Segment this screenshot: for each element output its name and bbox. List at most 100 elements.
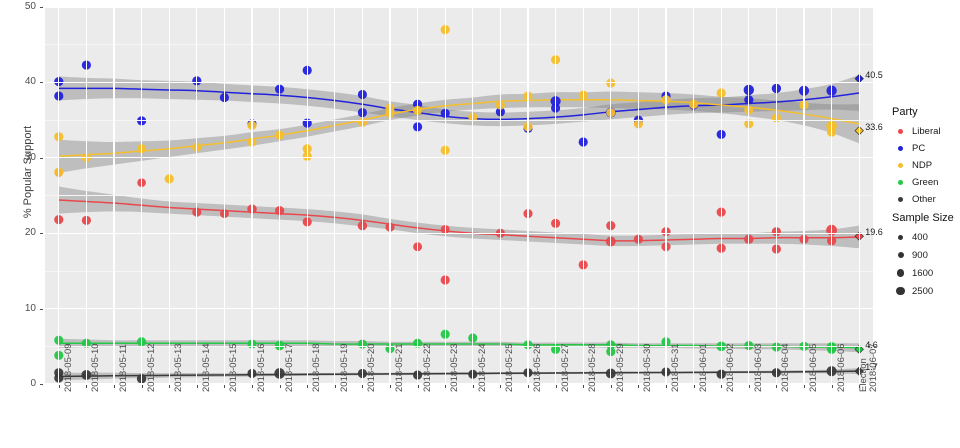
x-tick-mark <box>776 385 778 388</box>
grid-line-v <box>223 7 226 384</box>
grid-line-h-minor <box>45 44 873 46</box>
legend-title-party: Party <box>892 106 918 118</box>
end-label-green: 4.6 <box>865 340 878 351</box>
grid-line-h <box>45 383 873 384</box>
x-tick-mark <box>362 385 364 388</box>
legend-color-dot <box>898 162 903 168</box>
grid-line-h <box>45 232 873 234</box>
x-tick-label: 2018-05-12 <box>145 343 157 392</box>
x-tick-mark <box>666 385 667 388</box>
x-tick-mark <box>472 385 474 388</box>
grid-line-v <box>830 7 833 384</box>
y-tick-mark <box>40 7 43 8</box>
legend-item-green[interactable]: Green <box>892 175 938 189</box>
legend-size-label: 1600 <box>912 267 934 279</box>
x-tick-label: 2018-05-15 <box>228 343 240 392</box>
legend-swatch-icon <box>892 124 909 138</box>
confidence-ribbon-green <box>58 338 860 353</box>
legend-color-dot <box>898 128 903 134</box>
ribbon-area <box>58 74 860 127</box>
legend-item-size-1600[interactable]: 1600 <box>892 266 933 280</box>
y-tick-label: 20 <box>24 227 36 239</box>
legend-item-size-900[interactable]: 900 <box>892 248 928 262</box>
legend-swatch-icon <box>892 192 909 206</box>
x-tick-label: 2018-05-21 <box>394 343 405 392</box>
grid-line-v <box>113 7 115 384</box>
legend-color-dot <box>898 196 903 202</box>
x-tick-label: 2018-05-11 <box>118 344 129 392</box>
grid-line-v <box>527 7 529 384</box>
legend-item-liberal[interactable]: Liberal <box>892 124 941 138</box>
y-tick-label: 30 <box>24 151 36 163</box>
x-tick-mark <box>252 385 253 388</box>
grid-line-v <box>720 7 722 384</box>
grid-line-h <box>45 7 873 8</box>
ribbon-area <box>58 338 860 353</box>
legend-item-ndp[interactable]: NDP <box>892 158 932 172</box>
grid-line-v <box>389 7 391 384</box>
y-tick-label: 40 <box>24 76 36 88</box>
legend-item-size-2500[interactable]: 2500 <box>892 284 933 298</box>
legend-item-other[interactable]: Other <box>892 192 936 206</box>
legend-item-pc[interactable]: PC <box>892 141 925 155</box>
x-tick-label: 2018-05-16 <box>256 343 267 392</box>
legend-label: Other <box>912 193 936 205</box>
grid-line-v <box>334 7 336 384</box>
x-tick-label: 2018-05-20 <box>366 343 378 392</box>
y-tick-mark <box>40 82 43 84</box>
grid-line-v <box>554 7 557 384</box>
x-tick-mark <box>693 385 695 388</box>
grid-line-v <box>306 7 308 384</box>
legend-size-dot <box>897 252 904 258</box>
x-tick-label: 2018-05-14 <box>200 343 212 392</box>
grid-line-v <box>168 7 170 384</box>
x-tick-label: 2018-05-17 <box>283 343 295 392</box>
grid-line-v <box>472 7 474 384</box>
x-tick-mark <box>555 385 557 388</box>
y-tick-label: 50 <box>24 1 36 12</box>
x-tick-label: 2018-05-26 <box>532 343 543 392</box>
x-tick-mark <box>196 385 198 388</box>
x-tick-label: 2018-06-02 <box>725 343 737 392</box>
x-tick-mark <box>279 385 281 388</box>
legend-size-dot <box>896 269 905 277</box>
plot-panel <box>45 7 873 384</box>
legend-swatch-icon <box>892 141 909 155</box>
x-tick-mark <box>721 385 723 388</box>
legend-swatch-icon <box>892 175 909 189</box>
x-tick-mark <box>610 385 612 388</box>
grid-line-v <box>361 7 364 384</box>
legend-size-icon <box>892 230 909 244</box>
x-tick-label: 2018-05-24 <box>476 343 488 392</box>
grid-line-h-minor <box>45 195 873 196</box>
x-tick-label: 2018-05-27 <box>559 343 571 392</box>
x-tick-mark <box>86 385 88 388</box>
legend-item-size-400[interactable]: 400 <box>892 230 928 244</box>
x-tick-label: 2018-06-03 <box>752 343 764 392</box>
legend-size-label: 900 <box>912 249 928 261</box>
x-tick-mark <box>390 385 391 388</box>
ribbon-area <box>58 91 860 173</box>
grid-line-v <box>665 7 667 384</box>
legend-size-icon <box>892 248 909 262</box>
legend-size-label: 400 <box>912 231 928 243</box>
grid-line-v <box>637 7 640 384</box>
legend-label: Green <box>912 176 939 188</box>
x-tick-label: 2018-05-23 <box>449 343 461 392</box>
legend-label: PC <box>912 142 926 154</box>
y-tick-mark <box>40 308 43 310</box>
x-tick-mark <box>638 385 640 388</box>
x-tick-mark <box>831 385 833 388</box>
grid-line-v <box>140 7 143 384</box>
legend-color-dot <box>898 179 903 185</box>
y-tick-mark <box>40 157 43 159</box>
x-tick-label: 2018-05-30 <box>642 343 654 392</box>
grid-line-v <box>803 7 805 384</box>
x-tick-mark <box>169 385 171 388</box>
x-tick-label: 2018-06-04 <box>780 343 792 392</box>
x-tick-mark <box>528 385 529 388</box>
x-tick-label: 2018-05-09 <box>62 343 74 392</box>
y-tick-label: 0 <box>30 378 36 389</box>
legend-size-label: 2500 <box>912 285 934 297</box>
grid-line-v <box>444 7 446 384</box>
